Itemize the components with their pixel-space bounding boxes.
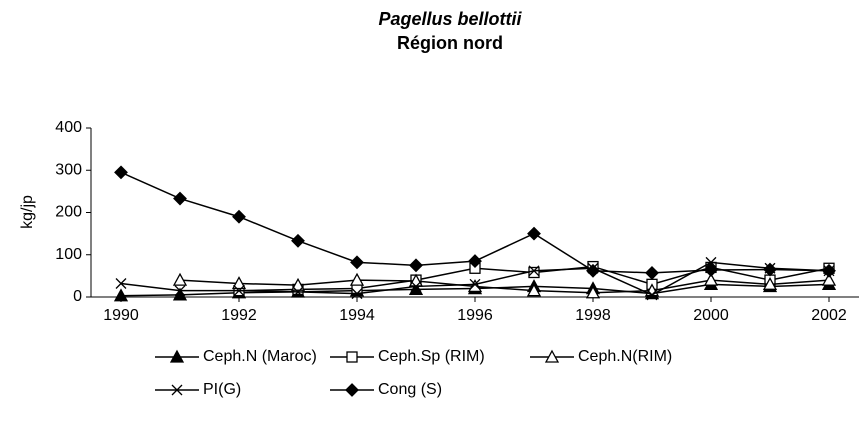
chart-subtitle: Région nord <box>397 33 503 53</box>
marker <box>173 191 187 206</box>
y-tick-label: 300 <box>55 161 82 178</box>
marker <box>645 265 659 280</box>
marker <box>290 277 306 291</box>
legend-marker <box>345 383 359 397</box>
y-tick-label: 0 <box>73 288 82 305</box>
y-axis-label: kg/jp <box>19 195 36 229</box>
marker <box>174 285 186 297</box>
marker <box>409 258 423 273</box>
legend-label: Ceph.N(RIM) <box>578 348 672 365</box>
legend-label: Cong (S) <box>378 381 442 398</box>
marker <box>705 256 717 268</box>
marker <box>233 285 245 297</box>
y-tick-label: 400 <box>55 119 82 136</box>
marker <box>822 263 836 278</box>
marker <box>585 285 601 299</box>
x-tick-label: 2000 <box>693 307 729 324</box>
marker <box>350 255 364 270</box>
marker <box>527 226 541 241</box>
x-tick-label: 1992 <box>221 307 257 324</box>
marker <box>410 280 422 292</box>
legend-marker <box>346 351 358 363</box>
x-tick-label: 1998 <box>575 307 611 324</box>
marker <box>528 265 540 277</box>
legend-label: Ceph.Sp (RIM) <box>378 348 485 365</box>
legend-marker <box>544 349 560 363</box>
marker <box>113 288 129 302</box>
x-tick-label: 1990 <box>103 307 139 324</box>
x-tick-label: 1994 <box>339 307 375 324</box>
marker <box>467 279 483 293</box>
marker <box>114 165 128 180</box>
y-tick-label: 200 <box>55 204 82 221</box>
marker <box>586 263 600 278</box>
marker <box>469 278 481 290</box>
legend-marker <box>171 384 183 396</box>
y-tick-label: 100 <box>55 246 82 263</box>
marker <box>172 272 188 286</box>
marker <box>526 283 542 297</box>
marker <box>115 278 127 289</box>
marker <box>704 263 718 277</box>
marker <box>292 286 304 298</box>
marker <box>232 209 246 224</box>
marker <box>646 289 658 301</box>
legend-marker <box>169 349 185 363</box>
marker <box>821 272 837 286</box>
marker <box>349 272 365 286</box>
chart-title: Pagellus bellottii <box>378 9 522 29</box>
marker <box>351 288 363 300</box>
marker <box>528 266 540 279</box>
x-tick-label: 2002 <box>811 307 847 324</box>
legend-label: PI(G) <box>203 381 241 398</box>
marker <box>468 254 482 269</box>
legend-label: Ceph.N (Maroc) <box>203 348 317 365</box>
marker <box>231 276 247 290</box>
marker <box>762 276 778 290</box>
marker <box>763 262 777 277</box>
marker <box>291 233 305 248</box>
marker <box>703 272 719 286</box>
x-tick-label: 1996 <box>457 307 493 324</box>
series-line <box>179 279 830 294</box>
